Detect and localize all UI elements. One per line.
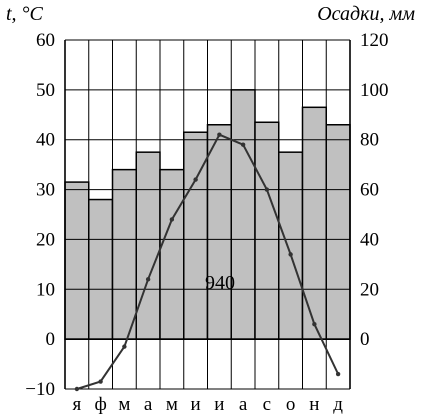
precip-bar-1: [64, 181, 90, 340]
right-axis-title: Осадки, мм: [317, 3, 415, 25]
right-tick-label-4: 80: [360, 130, 379, 151]
month-label-2: ф: [94, 394, 106, 415]
right-tick-label-2: 40: [360, 229, 379, 250]
precip-bar-4: [135, 151, 161, 340]
temperature-line-path: [76, 133, 340, 390]
month-label-5: м: [166, 394, 178, 415]
month-label-7: и: [214, 394, 224, 415]
left-tick-label-0: −10: [25, 379, 55, 400]
temperature-point-10: [288, 252, 293, 257]
month-label-11: н: [309, 394, 319, 415]
temperature-point-1: [74, 386, 80, 392]
left-tick-label-3: 20: [36, 229, 55, 250]
temperature-line: [74, 132, 341, 392]
left-tick-label-1: 0: [46, 329, 56, 350]
precip-bar-7: [206, 124, 232, 340]
temperature-point-4: [145, 277, 151, 282]
annual-precipitation-label: 940: [205, 272, 235, 294]
precip-bar-12: [325, 124, 351, 340]
right-tick-label-0: 0: [360, 329, 370, 350]
precip-bar-9: [254, 121, 280, 340]
precip-bar-3: [111, 168, 137, 340]
precip-bar-2: [88, 198, 114, 340]
right-tick-label-1: 20: [360, 279, 379, 300]
month-label-4: а: [144, 394, 153, 415]
left-tick-label-6: 50: [36, 80, 55, 101]
temperature-point-5: [169, 217, 175, 222]
right-tick-label-3: 60: [360, 180, 379, 201]
month-label-8: а: [239, 394, 248, 415]
precip-bar-8: [230, 89, 256, 340]
month-label-10: о: [286, 394, 296, 415]
temperature-point-2: [98, 379, 103, 384]
month-label-12: д: [333, 394, 343, 415]
right-tick-label-5: 100: [360, 80, 389, 101]
right-axis-ticks: 0 20 40 60 80 100 120: [360, 30, 389, 350]
month-label-1: я: [73, 394, 82, 415]
temperature-point-7: [217, 132, 222, 137]
right-tick-label-6: 120: [360, 30, 389, 51]
temperature-point-8: [240, 142, 246, 147]
left-tick-label-4: 30: [36, 180, 55, 201]
left-axis-title: t, °C: [6, 3, 44, 25]
left-tick-label-7: 60: [36, 30, 55, 51]
left-tick-label-5: 40: [36, 130, 55, 151]
precip-bar-10: [278, 151, 304, 340]
precip-bar-11: [301, 106, 327, 340]
month-label-3: м: [118, 394, 130, 415]
temperature-point-9: [264, 187, 270, 192]
precip-bar-5: [159, 168, 185, 340]
left-tick-label-2: 10: [36, 279, 55, 300]
month-label-9: с: [263, 394, 271, 415]
temperature-point-12: [335, 371, 341, 377]
temperature-point-3: [122, 344, 127, 349]
month-label-6: и: [191, 394, 201, 415]
temperature-point-6: [193, 177, 198, 182]
left-axis-ticks: −10 0 10 20 30 40 50 60: [25, 30, 55, 400]
temperature-point-11: [312, 321, 317, 327]
